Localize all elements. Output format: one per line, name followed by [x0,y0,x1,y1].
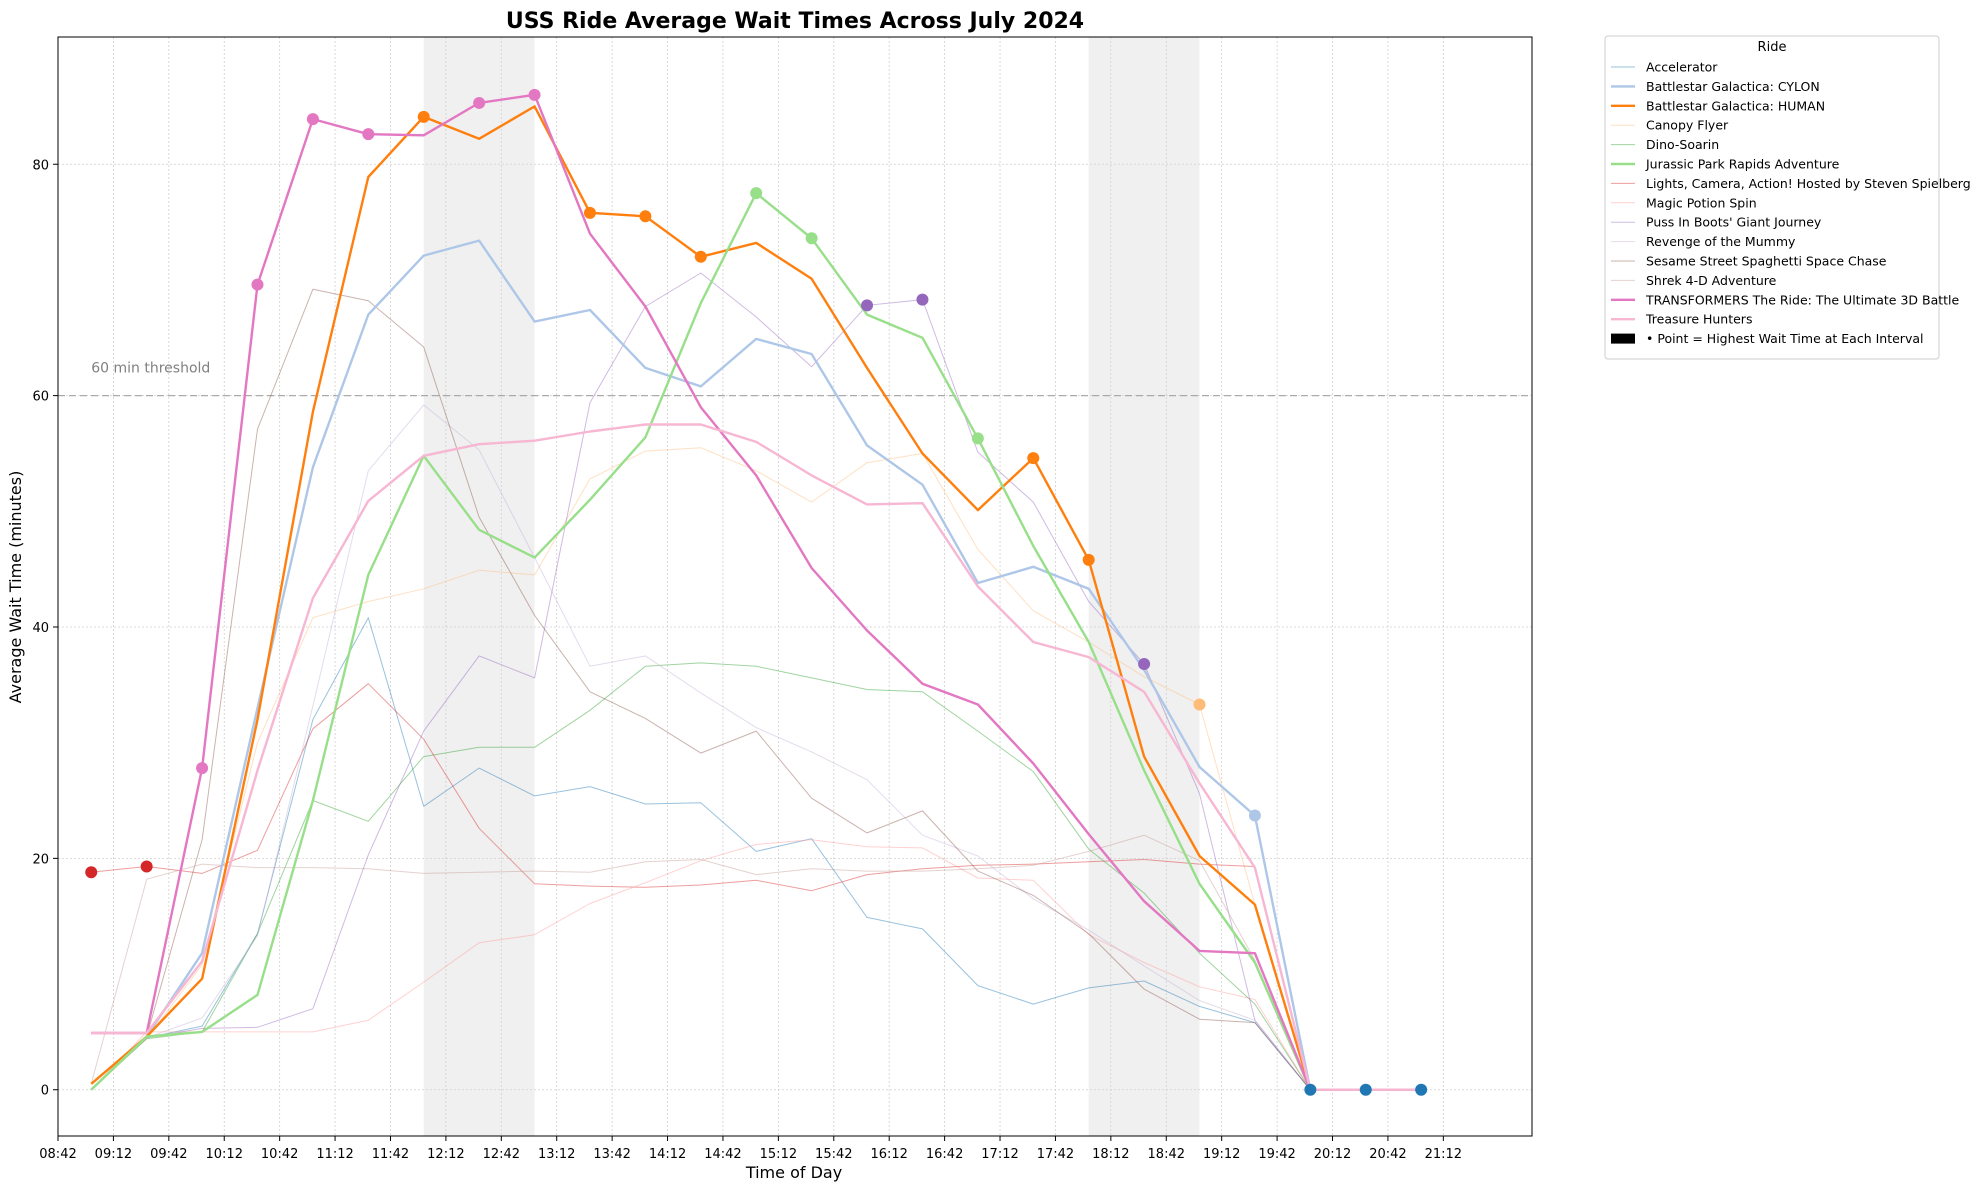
y-axis-label: Average Wait Time (minutes) [6,471,25,704]
x-tick-label: 10:12 [206,1147,243,1162]
max-point [362,128,375,141]
x-tick-label: 17:12 [981,1147,1018,1162]
max-point [417,110,430,123]
max-point [473,96,486,109]
shaded-range-1 [1088,37,1200,1136]
shaded-range-0 [423,37,535,1136]
max-point [306,113,319,126]
max-point [583,206,596,219]
max-point [1193,698,1206,711]
series-line-accelerator [90,617,1311,1091]
legend-entry: Jurassic Park Rapids Adventure [1645,157,1840,172]
legend-entry: Puss In Boots' Giant Journey [1646,215,1822,230]
series-line-battlestar-galactica-human [90,105,1422,1091]
max-point [251,278,264,291]
x-tick-label: 08:42 [39,1147,76,1162]
series-line-lights-camera-action-hosted-by-steven-spielberg [91,683,1422,1091]
plot-area: 60 min threshold 08:42 09:12 09:42 10:12 10:4… [32,36,1533,1162]
max-point [971,432,984,445]
x-tick-label: 19:12 [1203,1147,1240,1162]
series-line-battlestar-galactica-cylon [90,239,1422,1091]
series-line-shrek-4-d-adventure [90,834,1422,1091]
max-point [196,762,209,775]
max-point [639,210,652,223]
series-line-treasure-hunters [91,423,1422,1091]
max-point [1304,1083,1317,1096]
max-point [916,293,929,306]
legend: Ride Accelerator Battlestar Galactica: CYL… [1604,35,1971,360]
y-tick-label: 60 [32,390,49,405]
legend-entry: Canopy Flyer [1646,118,1729,133]
x-tick-label: 12:12 [427,1147,464,1162]
x-tick-label: 18:12 [1092,1147,1129,1162]
max-point [1359,1083,1372,1096]
threshold-label: 60 min threshold [91,361,210,377]
legend-entry: Battlestar Galactica: HUMAN [1646,98,1825,113]
max-point [1082,553,1095,566]
max-point [1027,452,1040,465]
legend-box [1604,35,1940,360]
legend-entry: Shrek 4-D Adventure [1646,273,1777,288]
max-point [528,88,541,101]
legend-entry: Magic Potion Spin [1646,195,1757,210]
max-point [140,860,153,873]
max-point [750,187,763,200]
x-tick-label: 11:42 [372,1147,409,1162]
max-point [1248,809,1261,822]
max-point [1138,658,1151,671]
y-tick-label: 80 [32,158,49,173]
x-tick-label: 18:42 [1148,1147,1185,1162]
x-tick-label: 09:42 [150,1147,187,1162]
chart-title: USS Ride Average Wait Times Across July … [506,9,1084,34]
legend-swatch-point [1611,333,1635,344]
legend-entry: Lights, Camera, Action! Hosted by Steven… [1646,176,1971,191]
legend-entry: TRANSFORMERS The Ride: The Ultimate 3D B… [1645,292,1960,307]
x-tick-label: 17:42 [1037,1147,1074,1162]
max-point [1415,1083,1428,1096]
x-tick-label: 09:12 [95,1147,132,1162]
x-tick-label: 21:12 [1425,1147,1462,1162]
x-tick-label: 14:42 [704,1147,741,1162]
x-axis-label: Time of Day [745,1163,842,1182]
x-tick-label: 12:42 [483,1147,520,1162]
x-tick-label: 16:42 [926,1147,963,1162]
x-tick-label: 11:12 [316,1147,353,1162]
x-tick-label: 20:42 [1369,1147,1406,1162]
series-line-puss-in-boots-giant-journey [90,272,1422,1091]
legend-entry: Accelerator [1646,60,1718,75]
x-tick-label: 10:42 [261,1147,298,1162]
x-tick-label: 15:12 [760,1147,797,1162]
series-line-revenge-of-the-mummy [90,404,1422,1091]
legend-entry-point-note: • Point = Highest Wait Time at Each Inte… [1646,331,1923,346]
x-tick-label: 13:12 [538,1147,575,1162]
x-tick-label: 14:12 [649,1147,686,1162]
plot-frame [57,36,1533,1137]
series-line-sesame-street-spaghetti-space-chase [90,288,1422,1091]
x-tick-label: 19:42 [1258,1147,1295,1162]
max-point [805,232,818,245]
legend-entry: Revenge of the Mummy [1646,234,1796,249]
y-tick-label: 20 [32,852,49,867]
y-tick-label: 40 [32,621,49,636]
legend-title: Ride [1758,40,1787,55]
x-tick-label: 15:42 [815,1147,852,1162]
x-tick-label: 13:42 [593,1147,630,1162]
legend-entry: Dino-Soarin [1646,137,1719,152]
x-tick-label: 20:12 [1314,1147,1351,1162]
series-line-magic-potion-spin [90,839,1422,1091]
legend-entry: Sesame Street Spaghetti Space Chase [1646,254,1887,269]
max-point [861,299,874,312]
legend-entry: Battlestar Galactica: CYLON [1646,79,1820,94]
max-point [85,866,98,879]
legend-entry: Treasure Hunters [1645,312,1752,327]
x-tick-label: 16:12 [870,1147,907,1162]
max-point [694,250,707,263]
y-tick-label: 0 [41,1084,49,1099]
